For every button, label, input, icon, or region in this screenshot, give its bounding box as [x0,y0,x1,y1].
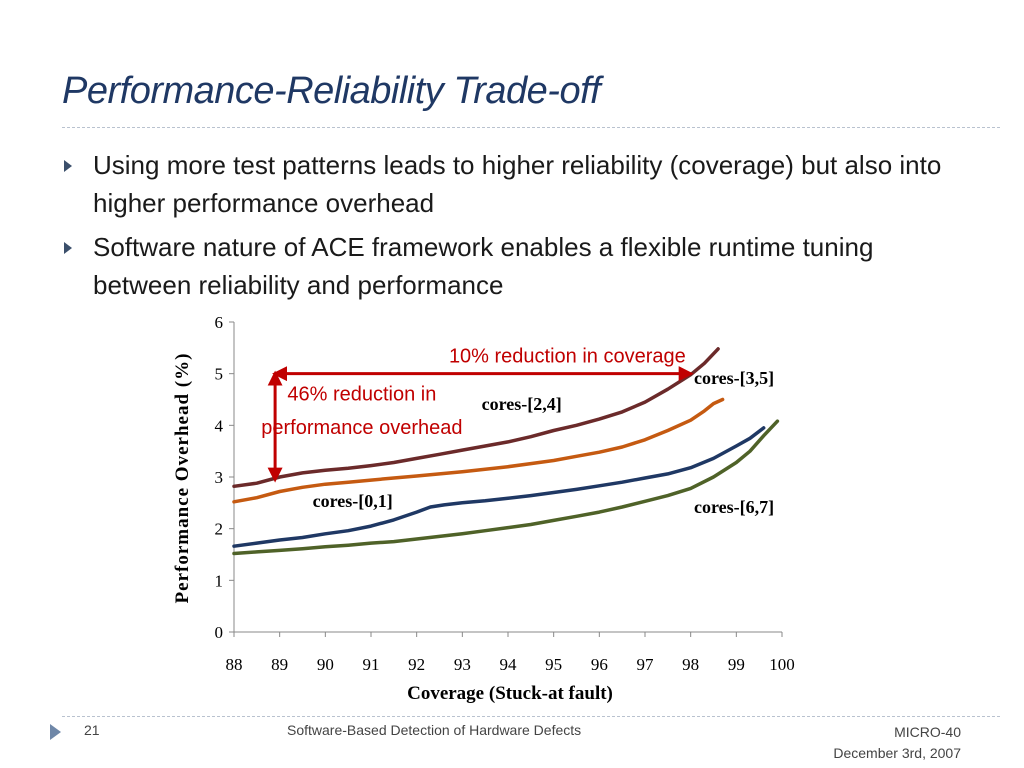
y-tick-label: 4 [215,416,224,435]
x-tick-label: 94 [500,655,518,674]
y-tick-label: 6 [215,313,224,332]
slide-number: 21 [84,722,100,738]
series-lines [232,347,780,556]
bullet-text: Using more test patterns leads to higher… [93,150,942,218]
x-tick-label: 98 [682,655,699,674]
y-tick-label: 2 [215,520,224,539]
bullet-item: Using more test patterns leads to higher… [58,146,978,222]
series-label: cores-[3,5] [694,368,774,388]
footer-triangle-icon [50,724,61,740]
annotation-text: performance overhead [261,417,462,439]
series-label: cores-[6,7] [694,497,774,517]
x-tick-label: 92 [408,655,425,674]
slide-title: Performance-Reliability Trade-off [62,70,601,112]
series-label: cores-[0,1] [313,491,393,511]
bullet-arrow-icon [64,160,72,172]
annotations: cores-[3,5] cores-[2,4] cores-[0,1] cores-[… [261,345,774,517]
series-line [232,426,766,548]
x-tick-label: 89 [271,655,288,674]
series-line [232,347,720,489]
x-tick-label: 90 [317,655,334,674]
y-tick-label: 1 [215,571,224,590]
footer-divider [62,716,1000,717]
title-divider [62,127,1000,128]
y-tick-label: 3 [215,468,224,487]
x-tick-label: 91 [363,655,380,674]
x-tick-label: 88 [226,655,243,674]
bullet-text: Software nature of ACE framework enables… [93,232,874,300]
conference-name: MICRO-40 [894,724,961,740]
conference-date: December 3rd, 2007 [833,745,961,761]
series-line [232,397,725,504]
x-tick-label: 100 [769,655,795,674]
x-axis-label: Coverage (Stuck-at fault) [407,683,613,704]
y-axis-label: Performance Overhead (%) [172,353,193,604]
x-tick-label: 99 [728,655,745,674]
series-line [232,419,780,556]
y-tick-label: 5 [215,365,224,384]
bullet-item: Software nature of ACE framework enables… [58,228,978,304]
bullet-list: Using more test patterns leads to higher… [58,146,978,310]
bullet-arrow-icon [64,242,72,254]
footer-conference: MICRO-40 December 3rd, 2007 [833,722,961,764]
x-tick-label: 96 [591,655,608,674]
y-tick-label: 0 [215,623,224,642]
axes: 0 1 2 3 4 5 6 88 89 90 91 92 93 94 95 96 97 98 99 100 [215,313,795,674]
footer-title: Software-Based Detection of Hardware Def… [287,722,582,738]
series-label: cores-[2,4] [482,394,562,414]
x-tick-label: 93 [454,655,471,674]
x-tick-label: 95 [545,655,562,674]
annotation-text: 46% reduction in [287,384,436,406]
annotation-text: 10% reduction in coverage [449,345,686,367]
x-tick-label: 97 [637,655,655,674]
